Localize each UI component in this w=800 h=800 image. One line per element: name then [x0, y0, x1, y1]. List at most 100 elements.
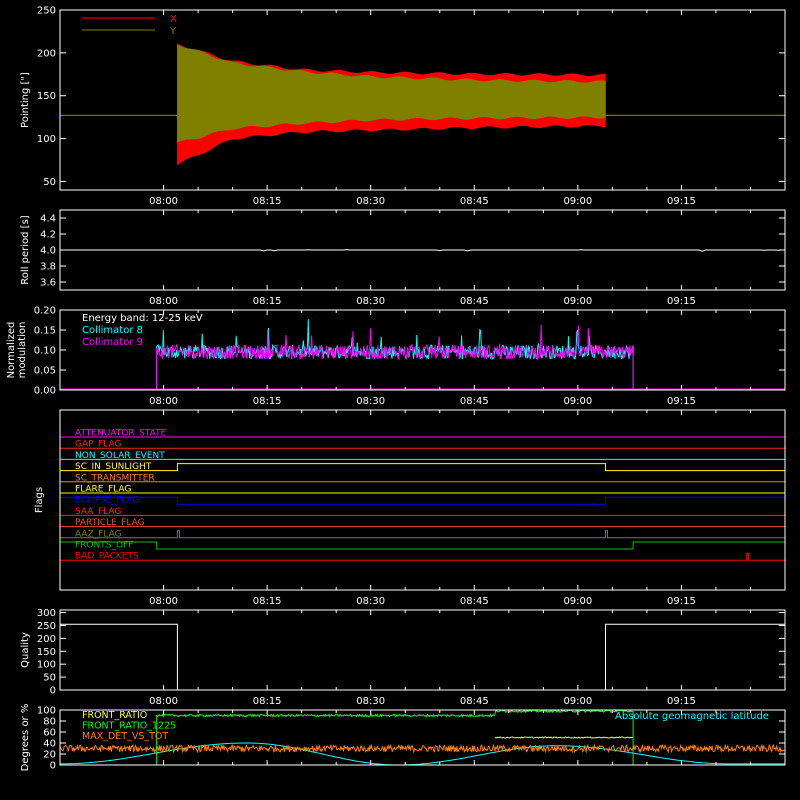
x-tick-label: 08:00 [149, 696, 178, 707]
x-tick-label: 09:15 [667, 396, 696, 407]
panel-1-frame [59, 9, 786, 191]
panel-1-data [60, 43, 785, 166]
y-tick-label: 3.8 [40, 262, 56, 273]
flag-line-sc-in-sunlight [60, 463, 785, 472]
y-tick-label: 50 [43, 177, 56, 188]
x-tick-label: 09:15 [667, 296, 696, 307]
panel-4-frame [59, 409, 786, 591]
x-tick-label: 08:30 [356, 396, 385, 407]
flag-label-sc-in-sunlight: SC_IN_SUNLIGHT [75, 462, 152, 472]
flag-label-aaz-flag: AAZ_FLAG [75, 529, 122, 539]
roll-period-line [60, 249, 785, 252]
y-axis-label: Roll period [s] [20, 215, 31, 284]
x-tick-label: 08:00 [149, 296, 178, 307]
y-axis-label: Degrees or % [20, 704, 31, 772]
series-front-ratio-line [494, 736, 634, 739]
y-tick-label: 4.0 [40, 246, 56, 257]
x-tick-label: 08:45 [460, 396, 489, 407]
y-tick-label: 40 [43, 739, 56, 750]
y-tick-label: 150 [37, 91, 56, 102]
flag-label-eclipse-flag: ECLIPSE_FLAG [75, 496, 139, 506]
flag-line-fronts-off [60, 541, 785, 550]
y-tick-label: 4.4 [40, 214, 56, 225]
panel-5-frame [59, 609, 786, 691]
y-axis-label: modulation [17, 322, 28, 379]
legend-label-front-ratio: FRONT_RATIO [82, 710, 147, 721]
flag-label-bad-packets: BAD_PACKETS [75, 552, 139, 562]
legend-label-max-det-vs-tot: MAX_DET_VS_TOT [82, 731, 168, 742]
legend-label-front-ratio-1225: FRONT_RATIO_1225 [82, 721, 176, 732]
x-tick-label: 09:00 [563, 696, 592, 707]
x-tick-label: 08:00 [149, 396, 178, 407]
x-tick-label: 08:45 [460, 696, 489, 707]
y-tick-label: 0.00 [34, 386, 56, 397]
panel-4-data [60, 436, 785, 561]
y-tick-label: 250 [37, 6, 56, 17]
legend-label-collimator-9: Collimator 9 [82, 337, 143, 348]
x-tick-label: 08:30 [356, 596, 385, 607]
y-tick-label: 60 [43, 728, 56, 739]
y-tick-label: 100 [37, 134, 56, 145]
y-tick-label: 0.15 [34, 326, 56, 337]
x-tick-label: 08:30 [356, 296, 385, 307]
x-tick-label: 08:00 [149, 596, 178, 607]
flag-label-attenuator-state: ATTENUATOR_STATE [75, 429, 167, 439]
geomagnetic-latitude-line [60, 742, 785, 765]
series-collimator-9-line [156, 324, 634, 389]
y-tick-label: 100 [37, 706, 56, 717]
series-y-envelope [177, 44, 606, 143]
x-tick-label: 08:15 [253, 196, 282, 207]
y-axis-label: Normalized [6, 322, 17, 379]
y-tick-label: 0.05 [34, 366, 56, 377]
panel-2-data [60, 249, 785, 252]
y-tick-label: 150 [37, 647, 56, 658]
flag-label-non-solar-event: NON_SOLAR_EVENT [75, 451, 165, 461]
y-tick-label: 0 [50, 686, 56, 697]
y-axis-label: Quality [20, 632, 31, 668]
x-tick-label: 09:00 [563, 396, 592, 407]
x-tick-label: 08:45 [460, 196, 489, 207]
x-tick-label: 09:00 [563, 596, 592, 607]
y-tick-label: 4.2 [40, 230, 56, 241]
series-max-det-vs-tot-line [60, 743, 785, 754]
panel-5-data [60, 623, 785, 690]
flag-line-aaz-flag [60, 530, 785, 539]
x-tick-label: 09:15 [667, 696, 696, 707]
y-tick-label: 3.6 [40, 278, 56, 289]
y-tick-label: 200 [37, 634, 56, 645]
y-tick-label: 100 [37, 660, 56, 671]
x-tick-label: 08:15 [253, 696, 282, 707]
y-axis-label: Pointing ["] [20, 72, 31, 128]
x-tick-label: 09:15 [667, 196, 696, 207]
flag-label-gap-flag: GAP_FLAG [75, 440, 121, 450]
y-tick-label: 0 [50, 761, 56, 772]
y-tick-label: 250 [37, 621, 56, 632]
y-tick-label: 0.10 [34, 346, 56, 357]
x-tick-label: 08:30 [356, 696, 385, 707]
y-tick-label: 300 [37, 608, 56, 619]
flag-label-particle-flag: PARTICLE_FLAG [75, 518, 145, 528]
x-tick-label: 09:00 [563, 296, 592, 307]
flag-label-saa-flag: SAA_FLAG [75, 507, 121, 517]
legend-label-y: Y [169, 26, 177, 37]
x-tick-label: 08:15 [253, 596, 282, 607]
y-axis-label: Flags [34, 487, 45, 513]
y-tick-label: 200 [37, 48, 56, 59]
y-tick-label: 80 [43, 717, 56, 728]
y-tick-label: 50 [43, 673, 56, 684]
x-tick-label: 08:45 [460, 296, 489, 307]
geomagnetic-latitude-label: Absolute geomagnetic latitude [615, 711, 769, 722]
y-tick-label: 0.20 [34, 306, 56, 317]
x-tick-label: 09:00 [563, 196, 592, 207]
x-tick-label: 08:30 [356, 196, 385, 207]
flag-label-fronts-off: FRONTS_OFF [75, 541, 133, 551]
legend-label-collimator-8: Collimator 8 [82, 325, 143, 336]
flag-label-flare-flag: FLARE_FLAG [75, 485, 131, 495]
flag-line-bad-packets [60, 552, 785, 561]
x-tick-label: 09:15 [667, 596, 696, 607]
y-tick-label: 20 [43, 750, 56, 761]
panel-3-data [60, 319, 785, 390]
legend-label-x: X [170, 14, 177, 25]
x-tick-label: 08:15 [253, 296, 282, 307]
